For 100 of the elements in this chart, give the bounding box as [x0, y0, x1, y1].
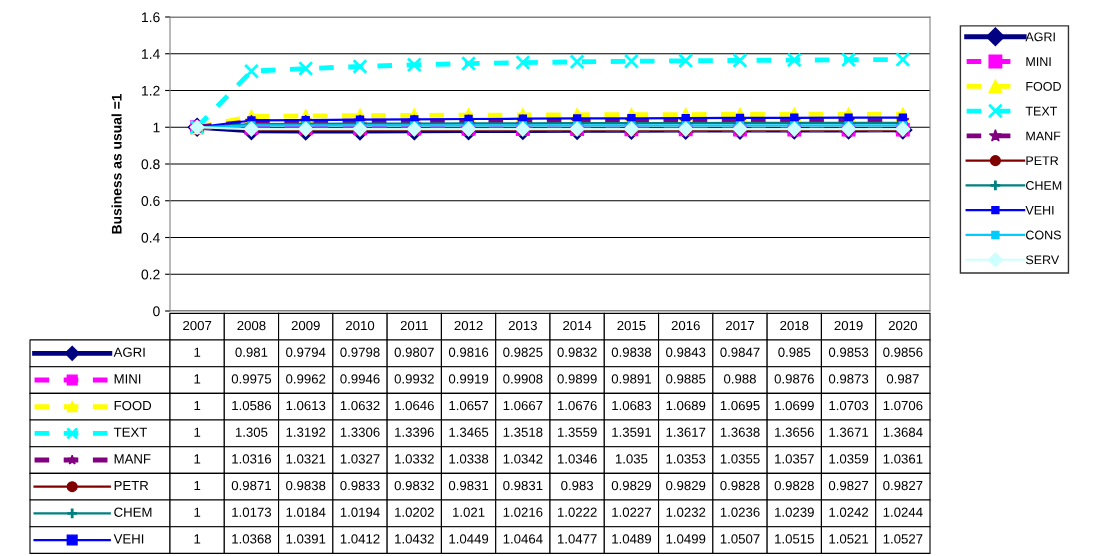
data-label: 0.9853 — [828, 347, 869, 357]
data-label: 1.0239 — [775, 507, 814, 517]
text: MINI — [114, 374, 141, 384]
text: AGRI — [113, 347, 145, 357]
data-label: 0.9946 — [340, 374, 380, 384]
data-label: 1.0316 — [232, 454, 272, 464]
data-label: 1 — [194, 427, 201, 437]
data-label: 1.0327 — [340, 454, 380, 464]
data-label: 1.0521 — [829, 534, 869, 544]
legend-label: MINI — [1026, 57, 1051, 66]
text: FOOD — [114, 400, 152, 411]
data-label: 0.9908 — [503, 374, 543, 384]
legend-label: VEHI — [1025, 205, 1054, 215]
data-label: 0.981 — [235, 347, 268, 357]
legend-label: CHEM — [1026, 181, 1062, 190]
data-label: 0.985 — [778, 347, 811, 357]
legend-label: TEXT — [1025, 106, 1058, 116]
legend-label: MANF — [1026, 131, 1061, 141]
data-label: 1.0515 — [775, 534, 814, 544]
y-tick-label: 0 — [153, 306, 160, 317]
data-label: 1.3396 — [395, 427, 434, 437]
data-label: 1.3684 — [883, 427, 923, 437]
data-label: 1.0449 — [449, 534, 489, 544]
data-label: 1.3671 — [829, 427, 869, 437]
data-label: 0.9885 — [666, 374, 706, 384]
data-label: 1.3559 — [557, 427, 597, 437]
data-label: 1.305 — [235, 427, 268, 437]
data-label: 1.0646 — [395, 400, 434, 411]
data-label: 1.0695 — [720, 400, 760, 411]
text: VEHI — [113, 534, 144, 544]
data-label: 0.9832 — [557, 347, 597, 357]
data-label: 1.0338 — [449, 454, 489, 464]
data-label: 1.0357 — [775, 454, 814, 464]
data-label: 0.983 — [561, 480, 594, 491]
y-tick-label: 0.4 — [141, 232, 160, 243]
data-label: 0.9832 — [394, 480, 434, 491]
data-label: 1.0703 — [829, 400, 869, 411]
data-label: 1.0391 — [286, 534, 326, 544]
data-label: 1.0346 — [557, 454, 597, 464]
data-label: 1.0613 — [286, 400, 326, 411]
data-label: 1.3638 — [720, 427, 760, 437]
data-label: 1.0361 — [883, 454, 923, 464]
data-label: 0.9856 — [883, 347, 923, 357]
text: CHEM — [114, 507, 152, 517]
y-axis-title: Business as usual =1 — [111, 93, 122, 234]
y-tick-label: 0.8 — [141, 159, 160, 170]
x-tick-label: 2019 — [834, 320, 863, 331]
data-label: 0.9831 — [448, 480, 489, 491]
data-label: 1.0222 — [557, 507, 597, 517]
data-label: 1.0242 — [829, 507, 869, 517]
data-label: 1.3591 — [612, 427, 651, 437]
x-tick-label: 2016 — [671, 320, 700, 331]
data-label: 1.0689 — [666, 400, 706, 411]
data-label: 0.9798 — [340, 347, 380, 357]
data-label: 1.0236 — [720, 507, 760, 517]
data-label: 1.0173 — [232, 507, 272, 517]
text: TEXT — [113, 427, 148, 437]
data-label: 1.0432 — [395, 534, 434, 544]
x-tick-label: 2012 — [454, 320, 483, 331]
data-label: 1.0332 — [395, 454, 434, 464]
data-label: 1.3306 — [340, 427, 380, 437]
data-label: 1.0321 — [286, 454, 326, 464]
data-label: 1.0632 — [340, 400, 380, 411]
data-label: 1.0586 — [232, 400, 272, 411]
data-label: 1 — [194, 534, 201, 544]
data-label: 1.3617 — [666, 427, 706, 437]
data-label: 1.3656 — [775, 427, 814, 437]
legend-label: PETR — [1026, 156, 1059, 166]
data-label: 1.0699 — [775, 400, 814, 411]
data-label: 0.988 — [724, 374, 756, 384]
data-label: 0.9873 — [828, 374, 869, 384]
data-label: 1.3192 — [286, 427, 326, 437]
x-tick-label: 2015 — [617, 320, 646, 331]
y-tick-label: 1.6 — [142, 12, 160, 23]
data-label: 0.9831 — [503, 480, 543, 491]
data-label: 0.9833 — [340, 480, 380, 491]
data-label: 0.9838 — [286, 480, 326, 491]
data-label: 1.0683 — [612, 400, 652, 411]
data-label: 1.0216 — [503, 507, 543, 517]
data-label: 0.9891 — [611, 374, 651, 384]
x-tick-label: 2020 — [888, 320, 918, 331]
data-label: 1 — [194, 401, 201, 411]
data-label: 1.0359 — [829, 454, 869, 464]
data-label: 1.035 — [615, 454, 648, 464]
data-label: 1.0706 — [883, 400, 923, 411]
y-tick-label: 1.4 — [142, 49, 160, 59]
y-tick-label: 0.6 — [141, 196, 160, 206]
data-label: 1.0202 — [395, 507, 434, 517]
data-label: 1.3465 — [449, 427, 489, 437]
legend-label: CONS — [1026, 230, 1061, 240]
x-tick-label: 2008 — [237, 320, 266, 331]
data-label: 0.9975 — [231, 374, 272, 384]
data-label: 0.987 — [886, 374, 919, 384]
data-label: 0.9828 — [720, 480, 760, 491]
y-tick-label: 1 — [153, 122, 160, 133]
data-label: 1.0477 — [557, 534, 597, 544]
data-label: 0.9816 — [448, 347, 489, 357]
data-label: 0.9827 — [883, 480, 923, 491]
data-label: 1.0464 — [503, 534, 543, 544]
data-label: 1.0412 — [340, 534, 380, 544]
